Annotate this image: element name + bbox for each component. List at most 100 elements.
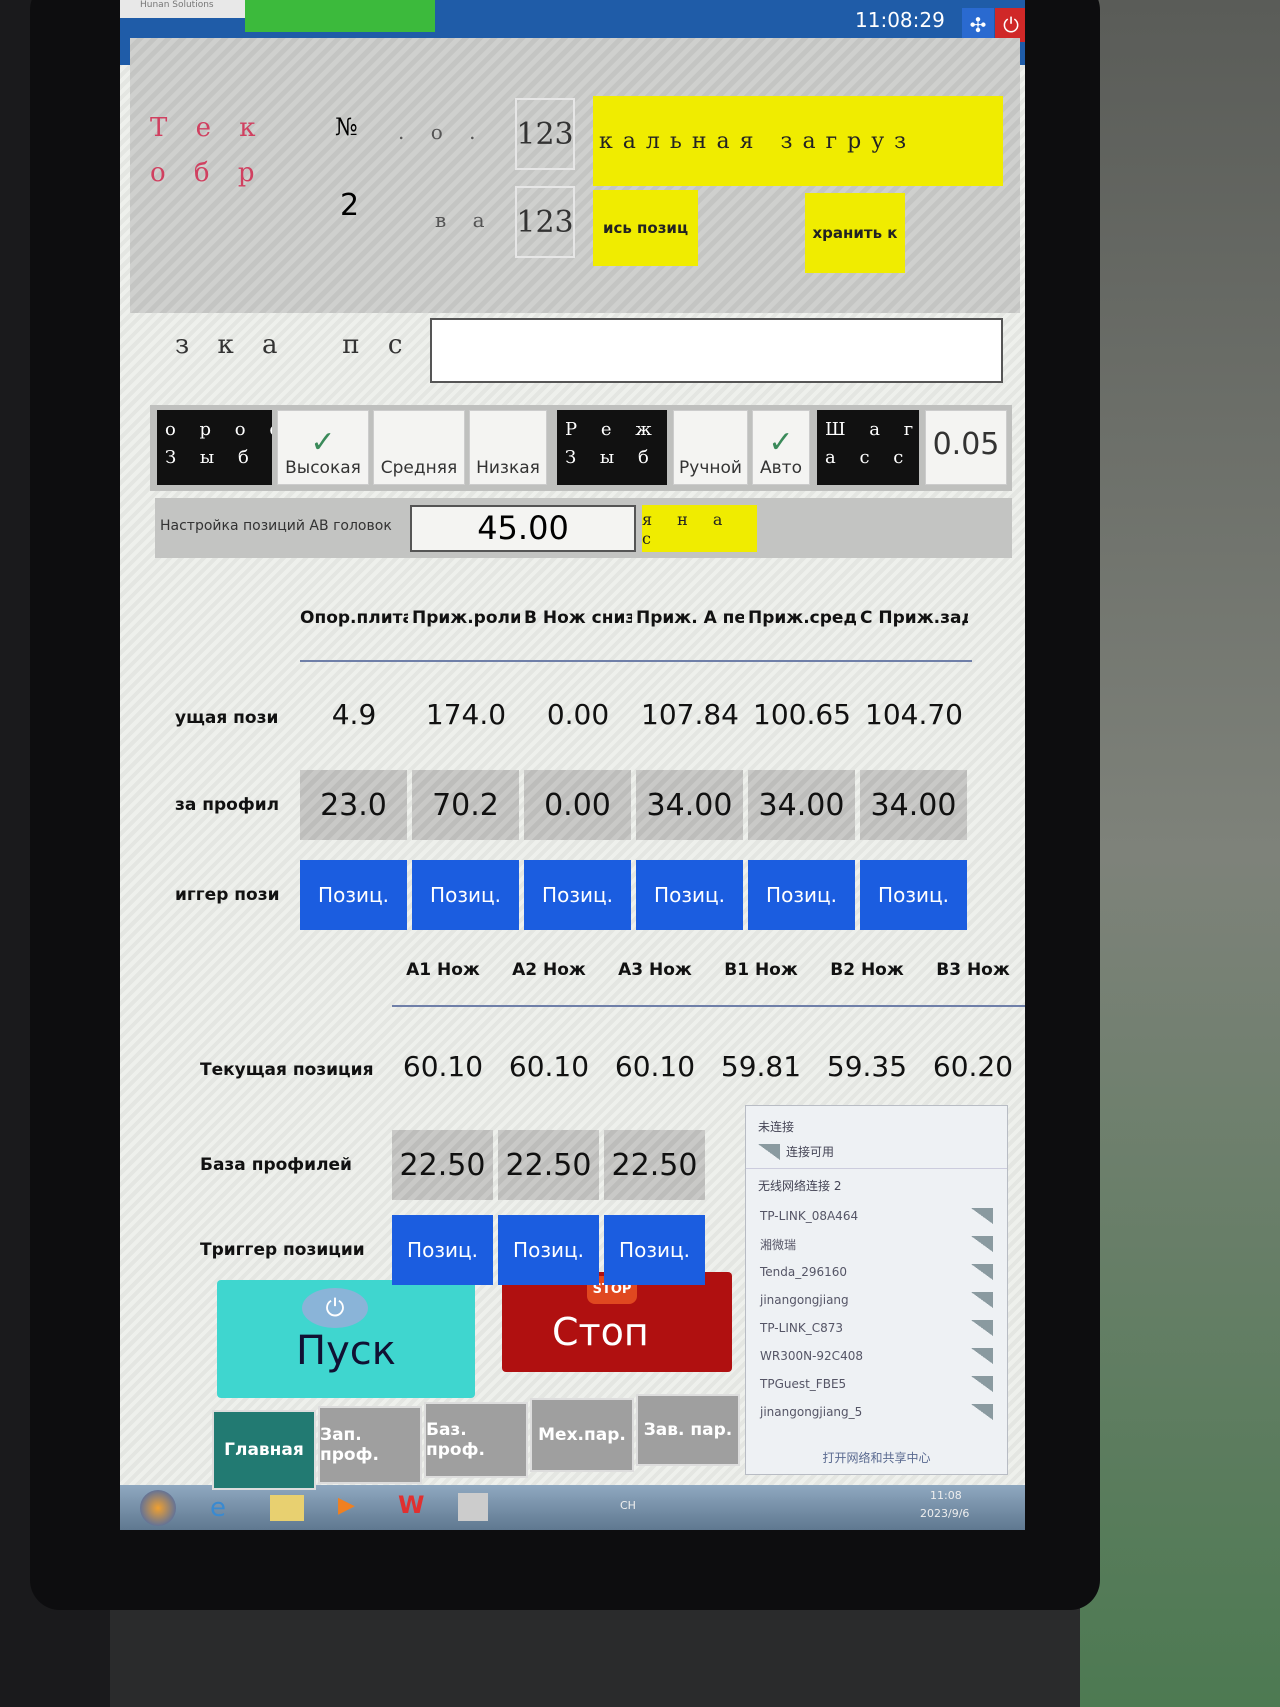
position-trigger-button[interactable]: Позиц. bbox=[392, 1215, 493, 1285]
network-name: jinangongjiang_5 bbox=[760, 1405, 863, 1419]
load-button[interactable]: кальная загруз bbox=[593, 96, 1003, 186]
number-value: 2 bbox=[340, 188, 360, 223]
wifi-network-item[interactable]: 湘微瑞 bbox=[746, 1230, 1007, 1258]
row-label: База профилей bbox=[200, 1155, 352, 1175]
divider bbox=[300, 660, 972, 662]
step-input[interactable]: 0.05 bbox=[925, 410, 1007, 485]
position-trigger-button[interactable]: Позиц. bbox=[748, 860, 855, 930]
wifi-network-item[interactable]: TP-LINK_08A464 bbox=[746, 1202, 1007, 1230]
power-icon[interactable]: ⏻ bbox=[995, 8, 1025, 42]
taskbar-time[interactable]: 11:08 bbox=[930, 1489, 962, 1502]
window-icon[interactable] bbox=[458, 1493, 488, 1521]
mode-auto-option[interactable]: ✓ Авто bbox=[752, 410, 810, 485]
speed-medium-option[interactable]: Средняя bbox=[373, 410, 465, 485]
start-button[interactable]: ⏻ Пуск bbox=[217, 1280, 475, 1398]
taskbar-date[interactable]: 2023/9/6 bbox=[920, 1507, 970, 1520]
step-label: Ш а г а с с т bbox=[817, 410, 919, 485]
media-player-icon[interactable]: ▶ bbox=[338, 1493, 355, 1518]
base-profile-input[interactable]: 23.0 bbox=[300, 770, 407, 840]
current-position-value: 107.84 bbox=[641, 698, 739, 731]
speed-low-option[interactable]: Низкая bbox=[469, 410, 547, 485]
current-position-value: 60.20 bbox=[932, 1050, 1014, 1083]
signal-icon bbox=[971, 1376, 993, 1392]
wifi-network-item[interactable]: TPGuest_FBE5 bbox=[746, 1370, 1007, 1398]
position-trigger-button[interactable]: Позиц. bbox=[412, 860, 519, 930]
field1-input[interactable]: 123 bbox=[515, 98, 575, 170]
field2-input[interactable]: 123 bbox=[515, 186, 575, 258]
current-position-value: 60.10 bbox=[508, 1050, 590, 1083]
base-profile-input[interactable]: 34.00 bbox=[748, 770, 855, 840]
nav-tab[interactable]: Зап. проф. bbox=[318, 1406, 422, 1484]
ab-setup-button[interactable]: я н а с bbox=[642, 505, 757, 552]
position-trigger-button[interactable]: Позиц. bbox=[498, 1215, 599, 1285]
current-label-2: о б р bbox=[150, 158, 265, 188]
option-label: Низкая bbox=[476, 458, 540, 478]
current-position-value: 104.70 bbox=[865, 698, 963, 731]
wifi-popup: 未连接 连接可用 无线网络连接 2 TP-LINK_08A464 湘微瑞 Tenda… bbox=[745, 1105, 1008, 1475]
current-position-value: 174.0 bbox=[425, 698, 507, 731]
nav-tab[interactable]: Зав. пар. bbox=[636, 1394, 740, 1466]
base-profile-input[interactable]: 34.00 bbox=[636, 770, 743, 840]
divider bbox=[392, 1005, 1025, 1007]
hmi-screen: Hunan Solutions 11:08:29 ✣ ⏻ Т е к о б р… bbox=[120, 0, 1025, 1530]
number-label: № bbox=[335, 113, 358, 141]
base-profile-input[interactable]: 22.50 bbox=[604, 1130, 705, 1200]
column-header: B3 Нож bbox=[936, 960, 1010, 980]
current-position-value: 60.10 bbox=[402, 1050, 484, 1083]
signal-icon bbox=[971, 1404, 993, 1420]
current-position-value: 59.35 bbox=[826, 1050, 908, 1083]
ab-setup-label: Настройка позиций AB головок bbox=[160, 518, 392, 534]
stop-label: Стоп bbox=[552, 1310, 649, 1354]
taskbar: e ▶ W CH 11:08 2023/9/6 bbox=[120, 1485, 1025, 1530]
nav-tab[interactable]: Главная bbox=[212, 1410, 316, 1490]
wifi-available: 连接可用 bbox=[786, 1145, 835, 1159]
network-name: jinangongjiang bbox=[760, 1293, 849, 1307]
current-label: Т е к bbox=[150, 113, 266, 143]
wifi-network-item[interactable]: jinangongjiang_5 bbox=[746, 1398, 1007, 1426]
signal-icon bbox=[971, 1292, 993, 1308]
column-header: Приж.ролик bbox=[412, 608, 520, 628]
check-icon: ✓ bbox=[310, 425, 336, 460]
wps-icon[interactable]: W bbox=[398, 1491, 425, 1519]
wifi-section: 无线网络连接 2 bbox=[758, 1179, 842, 1193]
browser-icon[interactable]: e bbox=[210, 1493, 226, 1523]
stop-button[interactable]: STOP Стоп bbox=[502, 1272, 732, 1372]
signal-icon bbox=[971, 1264, 993, 1280]
wifi-network-item[interactable]: Tenda_296160 bbox=[746, 1258, 1007, 1286]
nav-tab[interactable]: Мех.пар. bbox=[530, 1398, 634, 1472]
position-trigger-button[interactable]: Позиц. bbox=[300, 860, 407, 930]
save-button[interactable]: хранить к bbox=[805, 193, 905, 273]
wifi-network-item[interactable]: WR300N-92C408 bbox=[746, 1342, 1007, 1370]
base-profile-input[interactable]: 70.2 bbox=[412, 770, 519, 840]
signal-icon bbox=[971, 1320, 993, 1336]
collapse-icon[interactable]: ✣ bbox=[962, 8, 994, 42]
language-indicator[interactable]: CH bbox=[620, 1499, 636, 1512]
ab-setup-input[interactable]: 45.00 bbox=[410, 505, 636, 552]
signal-icon bbox=[971, 1208, 993, 1224]
position-trigger-button[interactable]: Позиц. bbox=[860, 860, 967, 930]
clock: 11:08:29 bbox=[855, 8, 945, 32]
order-label: з к а п с bbox=[175, 330, 413, 360]
position-trigger-button[interactable]: Позиц. bbox=[604, 1215, 705, 1285]
position-trigger-button[interactable]: Позиц. bbox=[636, 860, 743, 930]
order-input[interactable] bbox=[430, 318, 1003, 383]
speed-high-option[interactable]: ✓ Высокая bbox=[277, 410, 369, 485]
write-position-button[interactable]: ись позиц bbox=[593, 190, 698, 266]
mode-manual-option[interactable]: Ручной bbox=[673, 410, 748, 485]
position-trigger-button[interactable]: Позиц. bbox=[524, 860, 631, 930]
network-center-link[interactable]: 打开网络和共享中心 bbox=[822, 1451, 931, 1465]
wifi-status: 未连接 bbox=[758, 1120, 795, 1134]
wifi-network-item[interactable]: jinangongjiang bbox=[746, 1286, 1007, 1314]
wifi-network-item[interactable]: TP-LINK_C873 bbox=[746, 1314, 1007, 1342]
column-header: В Нож сниз bbox=[524, 608, 632, 628]
column-header: Опор.плита bbox=[300, 608, 408, 628]
base-profile-input[interactable]: 22.50 bbox=[498, 1130, 599, 1200]
nav-tab[interactable]: Баз. проф. bbox=[424, 1402, 528, 1478]
start-menu-icon[interactable] bbox=[140, 1490, 176, 1526]
base-profile-input[interactable]: 22.50 bbox=[392, 1130, 493, 1200]
base-profile-input[interactable]: 34.00 bbox=[860, 770, 967, 840]
network-name: TP-LINK_C873 bbox=[760, 1321, 843, 1335]
base-profile-input[interactable]: 0.00 bbox=[524, 770, 631, 840]
start-label: Пуск bbox=[296, 1328, 396, 1374]
folder-icon[interactable] bbox=[270, 1495, 304, 1521]
